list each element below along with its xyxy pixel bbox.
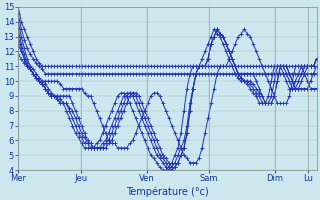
X-axis label: Température (°c): Température (°c) [126, 186, 209, 197]
